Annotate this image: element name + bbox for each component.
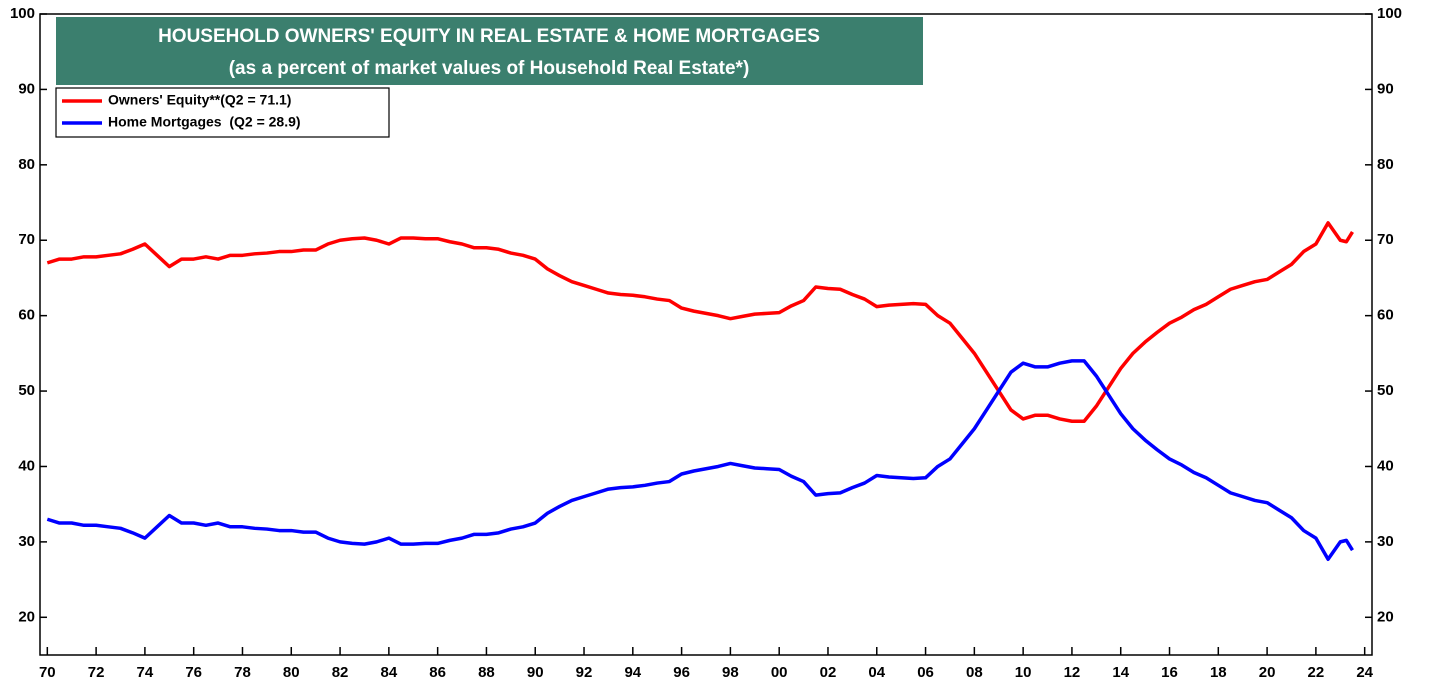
series-line <box>46 359 1354 561</box>
x-tick-label: 96 <box>673 664 690 681</box>
x-tick-label: 00 <box>771 664 788 681</box>
x-tick-label: 22 <box>1308 664 1325 681</box>
x-tick-label: 88 <box>478 664 495 681</box>
y-tick-label: 100 <box>10 5 35 22</box>
x-tick-label: 92 <box>576 664 593 681</box>
y2-tick-label: 60 <box>1377 307 1394 324</box>
x-tick-label: 02 <box>820 664 837 681</box>
y-tick-label: 50 <box>18 382 35 399</box>
y-tick-label: 30 <box>18 533 35 550</box>
x-tick-label: 24 <box>1356 664 1373 681</box>
x-tick-label: 08 <box>966 664 983 681</box>
chart-subtitle: (as a percent of market values of Househ… <box>229 58 750 79</box>
y-tick-label: 40 <box>18 457 35 474</box>
y2-tick-label: 30 <box>1377 533 1394 550</box>
y-tick-label: 20 <box>18 608 35 625</box>
x-tick-label: 80 <box>283 664 300 681</box>
x-tick-label: 14 <box>1112 664 1129 681</box>
x-tick-label: 04 <box>868 664 885 681</box>
x-tick-label: 16 <box>1161 664 1178 681</box>
y-tick-label: 70 <box>18 231 35 248</box>
x-tick-label: 74 <box>137 664 154 681</box>
x-tick-label: 70 <box>39 664 56 681</box>
y2-tick-label: 80 <box>1377 156 1394 173</box>
x-tick-label: 20 <box>1259 664 1276 681</box>
y-tick-label: 60 <box>18 307 35 324</box>
x-tick-label: 90 <box>527 664 544 681</box>
x-tick-label: 18 <box>1210 664 1227 681</box>
x-tick-label: 78 <box>234 664 251 681</box>
y-tick-label: 90 <box>18 80 35 97</box>
x-tick-label: 84 <box>381 664 398 681</box>
x-tick-label: 10 <box>1015 664 1032 681</box>
x-tick-label: 72 <box>88 664 105 681</box>
y2-tick-label: 70 <box>1377 231 1394 248</box>
y2-tick-label: 100 <box>1377 5 1402 22</box>
x-tick-label: 82 <box>332 664 349 681</box>
chart-title: HOUSEHOLD OWNERS' EQUITY IN REAL ESTATE … <box>158 26 820 47</box>
y2-tick-label: 50 <box>1377 382 1394 399</box>
x-tick-label: 12 <box>1064 664 1081 681</box>
y-tick-label: 80 <box>18 156 35 173</box>
x-tick-label: 98 <box>722 664 739 681</box>
legend-label: Home Mortgages (Q2 = 28.9) <box>108 114 301 130</box>
legend-label: Owners' Equity**(Q2 = 71.1) <box>108 92 291 108</box>
legend-box <box>55 87 390 138</box>
x-tick-label: 94 <box>624 664 641 681</box>
series-line <box>46 221 1354 423</box>
x-tick-label: 06 <box>917 664 934 681</box>
plot-frame <box>39 13 1373 656</box>
x-tick-label: 76 <box>185 664 202 681</box>
title-box <box>56 17 923 85</box>
x-tick-label: 86 <box>429 664 446 681</box>
y2-tick-label: 20 <box>1377 608 1394 625</box>
y2-tick-label: 90 <box>1377 80 1394 97</box>
y2-tick-label: 40 <box>1377 457 1394 474</box>
